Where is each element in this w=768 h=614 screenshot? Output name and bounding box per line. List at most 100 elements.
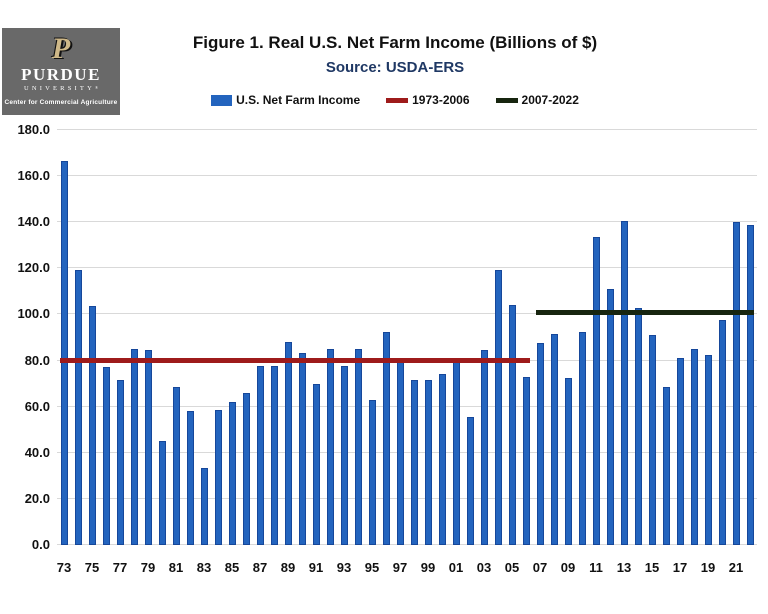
average-line-1973-2006 (60, 358, 530, 364)
legend-label: 1973-2006 (412, 93, 470, 107)
x-axis-label-1979: 79 (140, 560, 156, 575)
bar-1976 (102, 367, 110, 545)
black-line-swatch-icon (495, 97, 518, 103)
bar-1988 (270, 366, 278, 545)
bar-1984 (214, 410, 222, 545)
bar-1980 (158, 441, 166, 545)
bar-1998 (410, 380, 418, 545)
x-axis-label-2001: 01 (448, 560, 464, 575)
bar-2008 (550, 334, 558, 545)
bar-1974 (74, 269, 82, 545)
purdue-logo: P PURDUE UNIVERSITY® Center for Commerci… (2, 28, 120, 115)
gridline-180.0 (57, 129, 757, 130)
x-axis-label-2009: 09 (560, 560, 576, 575)
bar-2011 (592, 237, 600, 545)
bar-1989 (284, 342, 292, 545)
x-axis-label-1999: 99 (420, 560, 436, 575)
bar-2000 (438, 374, 446, 545)
bar-2013 (620, 221, 628, 545)
bar-1993 (340, 366, 348, 545)
bar-1983 (200, 467, 208, 545)
x-axis-label-1989: 89 (280, 560, 296, 575)
bar-1999 (424, 380, 432, 545)
bar-1975 (88, 306, 96, 545)
bar-2003 (480, 350, 488, 545)
x-axis-label-1973: 73 (56, 560, 72, 575)
bar-2007 (536, 343, 544, 545)
bar-2002 (466, 417, 474, 545)
purdue-university-text: UNIVERSITY® (2, 85, 120, 92)
y-axis-label-160.0: 160.0 (17, 168, 50, 184)
y-axis-label-120.0: 120.0 (17, 260, 50, 276)
x-axis-label-1981: 81 (168, 560, 184, 575)
bar-1978 (130, 349, 138, 545)
bar-2022 (746, 224, 754, 545)
legend-item-1973-2006: 1973-2006 (386, 93, 470, 107)
plot-area: 0.0 20.0 40.0 60.0 80.0 100.0 120.0 140.0 160.0 1… (17, 122, 757, 575)
x-axis-label-2003: 03 (476, 560, 492, 575)
x-axis-label-1983: 83 (196, 560, 212, 575)
red-line-swatch-icon (386, 97, 409, 103)
registered-mark: ® (94, 85, 99, 90)
x-axis-label-1975: 75 (84, 560, 100, 575)
gridline-20.0 (57, 497, 757, 499)
purdue-p-icon: P (51, 32, 71, 65)
y-axis-label-80.0: 80.0 (24, 352, 50, 368)
bar-2021 (732, 222, 740, 545)
bar-2017 (676, 358, 684, 545)
center-commercial-agriculture-label: Center for Commercial Agriculture (4, 99, 118, 106)
title-block: Figure 1. Real U.S. Net Farm Income (Bil… (130, 33, 660, 76)
bar-1991 (312, 383, 320, 545)
bar-1973 (60, 161, 68, 545)
bar-2012 (606, 289, 614, 545)
bar-2001 (452, 361, 460, 545)
legend-label: U.S. Net Farm Income (236, 93, 361, 107)
gridline-100.0 (57, 313, 757, 315)
bar-1994 (354, 349, 362, 545)
bar-1981 (172, 387, 180, 545)
y-axis-label-20.0: 20.0 (24, 490, 50, 506)
bar-1979 (144, 350, 152, 545)
purdue-wordmark: PURDUE (21, 65, 101, 84)
y-axis-label-0.0: 0.0 (31, 537, 50, 552)
legend-item-net-farm-income: U.S. Net Farm Income (211, 93, 360, 107)
x-axis-label-2007: 07 (532, 560, 548, 575)
gridline-40.0 (57, 451, 757, 453)
x-axis-label-1993: 93 (336, 560, 352, 575)
gridline-0.0 (57, 544, 757, 545)
bar-1992 (326, 349, 334, 545)
bar-1977 (116, 380, 124, 545)
chart-subtitle: Source: USDA-ERS (325, 59, 465, 76)
x-axis-label-1977: 77 (112, 560, 128, 575)
chart-legend: U.S. Net Farm Income 1973-2006 2007-2022 (130, 93, 660, 107)
bar-2009 (564, 377, 572, 545)
x-axis-label-1991: 91 (308, 560, 324, 575)
gridline-160.0 (57, 175, 757, 177)
bar-2016 (662, 387, 670, 545)
gridline-140.0 (57, 221, 757, 223)
legend-item-2007-2022: 2007-2022 (495, 93, 579, 107)
y-axis-label-60.0: 60.0 (24, 398, 50, 414)
bar-2019 (704, 354, 712, 545)
x-axis-label-2013: 13 (616, 560, 632, 575)
legend-label: 2007-2022 (521, 93, 579, 107)
gridline-60.0 (57, 405, 757, 407)
bar-1997 (396, 361, 404, 545)
y-axis-label-40.0: 40.0 (24, 444, 50, 460)
bar-2014 (634, 307, 642, 545)
x-axis-label-2019: 19 (700, 560, 716, 575)
chart-title: Figure 1. Real U.S. Net Farm Income (Bil… (192, 33, 598, 52)
bar-2018 (690, 349, 698, 545)
x-axis-label-1987: 87 (252, 560, 268, 575)
bar-1982 (186, 411, 194, 545)
x-axis-label-1985: 85 (224, 560, 240, 575)
bar-2006 (522, 376, 530, 545)
university-label: UNIVERSITY (23, 85, 95, 92)
bar-1990 (298, 352, 306, 545)
x-axis-label-2017: 17 (672, 560, 688, 575)
bar-2010 (578, 331, 586, 545)
y-axis-label-140.0: 140.0 (17, 214, 50, 230)
y-axis-label-100.0: 100.0 (17, 306, 50, 322)
bar-1986 (242, 392, 250, 545)
